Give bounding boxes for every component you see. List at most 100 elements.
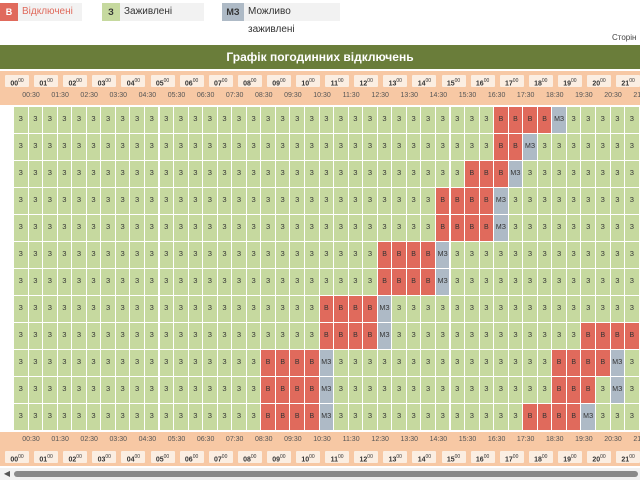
hour-suffix: 00 [76, 78, 82, 84]
status-cell: З [596, 134, 610, 160]
status-cell: З [596, 215, 610, 241]
status-cell: З [305, 161, 319, 187]
status-cell: З [421, 377, 435, 403]
status-cell: З [537, 161, 552, 187]
status-cell: З [101, 404, 115, 430]
status-cell: З [72, 377, 86, 403]
schedule-row: З З З З З З З З З З З З З З З З З З З З З З З З З З З З З З З В В В МЗ З З З З… [0, 161, 640, 187]
status-cell: З [217, 107, 232, 133]
status-cell: З [57, 404, 72, 430]
status-cell: З [392, 296, 406, 322]
status-cell: З [188, 161, 203, 187]
status-cell: З [72, 107, 86, 133]
half-hour-label: 14:30 [429, 436, 448, 443]
status-cell: З [14, 161, 28, 187]
status-cell: З [115, 323, 130, 349]
status-cell: З [610, 296, 625, 322]
schedule-row: З З З З З З З З З З З З З З З З З З З З З З З З З З З З З В В В В МЗ З З З З З… [0, 215, 640, 241]
status-cell: З [203, 188, 217, 214]
status-cell: З [377, 350, 392, 376]
status-cell: З [203, 161, 217, 187]
status-cell: З [57, 215, 72, 241]
status-cell: З [610, 404, 625, 430]
status-cell: З [450, 161, 465, 187]
status-cell: З [86, 350, 101, 376]
status-cell: З [203, 134, 217, 160]
status-cell: З [305, 188, 319, 214]
half-hour-label: 19:30 [575, 436, 593, 443]
hour-suffix: 00 [512, 78, 519, 84]
status-cell: З [596, 161, 610, 187]
status-cell: З [174, 323, 188, 349]
status-cell: З [203, 323, 217, 349]
schedule-row: З З З З З З З З З З З З З З З З З В В В В МЗ З З З З З З З З З З З З З З З В В… [0, 350, 640, 376]
status-cell: З [188, 107, 203, 133]
hour-label: 1200 [354, 451, 379, 463]
status-cell: В [406, 242, 421, 268]
status-cell: З [246, 215, 261, 241]
scroll-thumb[interactable] [14, 471, 638, 477]
status-cell: З [217, 161, 232, 187]
status-cell: З [421, 107, 435, 133]
status-cell: В [494, 107, 508, 133]
status-cell: З [494, 296, 508, 322]
status-cell: З [101, 134, 115, 160]
hour-label: 1900 [557, 75, 582, 87]
status-cell: МЗ [552, 107, 566, 133]
status-cell: З [450, 350, 465, 376]
half-hour-label: 01:30 [51, 92, 69, 99]
status-cell: З [406, 134, 421, 160]
status-cell: З [14, 269, 28, 295]
half-hour-label: 13:30 [400, 92, 419, 99]
horizontal-scrollbar[interactable]: ◀ [0, 468, 640, 480]
status-cell: З [159, 161, 174, 187]
status-cell: В [523, 107, 537, 133]
status-cell: З [261, 134, 275, 160]
status-cell: З [72, 134, 86, 160]
hour-suffix: 00 [629, 78, 635, 84]
status-cell: З [450, 269, 465, 295]
status-cell: З [508, 215, 523, 241]
status-cell: З [377, 377, 392, 403]
status-cell: З [188, 269, 203, 295]
status-cell: В [377, 269, 392, 295]
status-cell: З [57, 242, 72, 268]
status-cell: З [217, 323, 232, 349]
hour-label: 1200 [354, 75, 379, 87]
status-cell: З [130, 134, 144, 160]
status-cell: З [144, 107, 159, 133]
status-cell: З [101, 323, 115, 349]
status-cell: З [625, 134, 639, 160]
status-cell: З [523, 242, 537, 268]
status-cell: З [174, 404, 188, 430]
status-cell: З [130, 215, 144, 241]
hour-label: 0900 [266, 75, 291, 87]
status-cell: З [130, 188, 144, 214]
status-cell: В [290, 404, 304, 430]
status-cell: З [537, 350, 552, 376]
status-cell: З [203, 377, 217, 403]
legend-item-off: В Відключені [0, 2, 82, 22]
status-cell: МЗ [581, 404, 595, 430]
status-cell: В [363, 296, 377, 322]
status-cell: З [261, 242, 275, 268]
status-cell: З [290, 242, 304, 268]
status-cell: З [479, 350, 494, 376]
hour-suffix: 00 [221, 78, 228, 84]
half-hour-label: 10:30 [313, 436, 331, 443]
status-cell: З [86, 107, 101, 133]
status-cell: З [421, 350, 435, 376]
half-hour-label: 14:30 [429, 92, 448, 99]
half-hour-label: 07:30 [225, 92, 244, 99]
scroll-left-arrow-icon[interactable]: ◀ [3, 469, 11, 478]
status-cell: З [479, 242, 494, 268]
status-cell: В [435, 215, 450, 241]
status-cell: З [334, 404, 348, 430]
status-cell: З [28, 323, 43, 349]
status-cell: З [406, 377, 421, 403]
status-cell: З [494, 242, 508, 268]
half-hour-label: 19:30 [575, 92, 593, 99]
status-cell: З [596, 269, 610, 295]
hour-label: 0200 [63, 75, 88, 87]
status-cell: В [479, 215, 494, 241]
